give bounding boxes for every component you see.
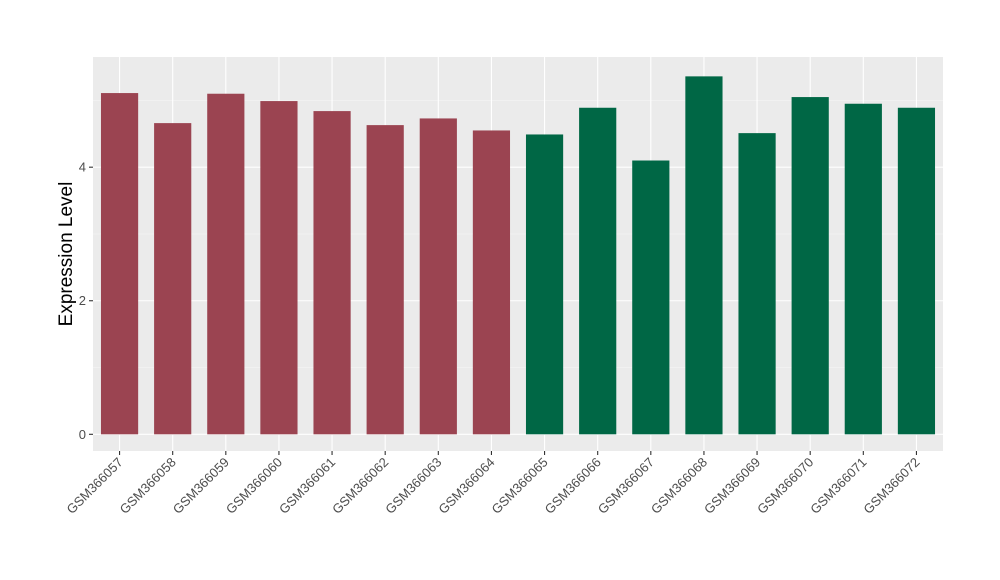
bar-GSM366060 xyxy=(260,101,298,435)
x-tick-label: GSM366070 xyxy=(754,455,816,517)
x-tick-label: GSM366066 xyxy=(542,455,604,517)
bar-GSM366070 xyxy=(791,97,829,435)
y-tick-label: 2 xyxy=(79,293,86,308)
bar-GSM366063 xyxy=(419,118,457,435)
bar-GSM366061 xyxy=(313,111,351,435)
x-tick-label: GSM366072 xyxy=(860,455,922,517)
x-tick-label: GSM366062 xyxy=(329,455,391,517)
bar-GSM366065 xyxy=(525,134,564,435)
bar-GSM366066 xyxy=(579,107,617,435)
y-tick-label: 4 xyxy=(79,160,86,175)
y-axis: 0 2 4 xyxy=(79,160,93,442)
bar-GSM366058 xyxy=(154,123,192,435)
x-tick-label: GSM366067 xyxy=(595,455,657,517)
y-tick-label: 0 xyxy=(79,427,86,442)
x-tick-label: GSM366065 xyxy=(488,455,550,517)
x-tick-label: GSM366068 xyxy=(648,455,710,517)
bar-GSM366057 xyxy=(100,93,139,435)
x-tick-label: GSM366063 xyxy=(382,455,444,517)
x-tick-label: GSM366064 xyxy=(435,455,497,517)
x-axis: GSM366057GSM366058GSM366059GSM366060GSM3… xyxy=(63,451,923,517)
bar-GSM366059 xyxy=(207,93,245,435)
bar-GSM366062 xyxy=(366,125,404,435)
x-tick-label: GSM366060 xyxy=(223,455,285,517)
bar-GSM366071 xyxy=(844,103,882,435)
bar-GSM366064 xyxy=(472,130,511,435)
x-tick-label: GSM366071 xyxy=(807,455,869,517)
x-tick-label: GSM366059 xyxy=(170,455,232,517)
x-tick-label: GSM366057 xyxy=(63,455,125,517)
bar-GSM366067 xyxy=(632,160,670,435)
x-tick-label: GSM366061 xyxy=(276,455,338,517)
y-axis-title: Expression Level xyxy=(56,182,77,327)
bars xyxy=(100,76,936,435)
bar-GSM366068 xyxy=(685,76,723,435)
x-tick-label: GSM366069 xyxy=(701,455,763,517)
bar-GSM366069 xyxy=(738,133,776,435)
bar-GSM366072 xyxy=(897,107,936,435)
x-tick-label: GSM366058 xyxy=(117,455,179,517)
